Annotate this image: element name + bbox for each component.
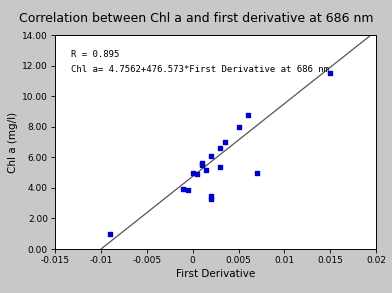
Point	[254, 170, 260, 175]
Point	[221, 140, 228, 144]
Point	[107, 231, 113, 236]
Point	[203, 167, 210, 172]
Text: R = 0.895: R = 0.895	[71, 50, 119, 59]
Point	[208, 193, 214, 198]
Point	[245, 112, 251, 117]
Text: Chl a= 4.7562+476.573*First Derivative at 686 nm: Chl a= 4.7562+476.573*First Derivative a…	[71, 65, 329, 74]
Point	[217, 164, 223, 169]
Point	[180, 187, 187, 192]
Point	[208, 154, 214, 158]
Point	[185, 188, 191, 193]
Point	[194, 172, 200, 176]
Point	[217, 146, 223, 151]
Point	[189, 170, 196, 175]
Text: Correlation between Chl a and first derivative at 686 nm: Correlation between Chl a and first deri…	[19, 12, 373, 25]
Point	[236, 125, 242, 129]
X-axis label: First Derivative: First Derivative	[176, 269, 255, 279]
Point	[199, 163, 205, 167]
Point	[199, 161, 205, 166]
Point	[327, 71, 334, 76]
Y-axis label: Chl a (mg/l): Chl a (mg/l)	[8, 112, 18, 173]
Point	[208, 196, 214, 201]
